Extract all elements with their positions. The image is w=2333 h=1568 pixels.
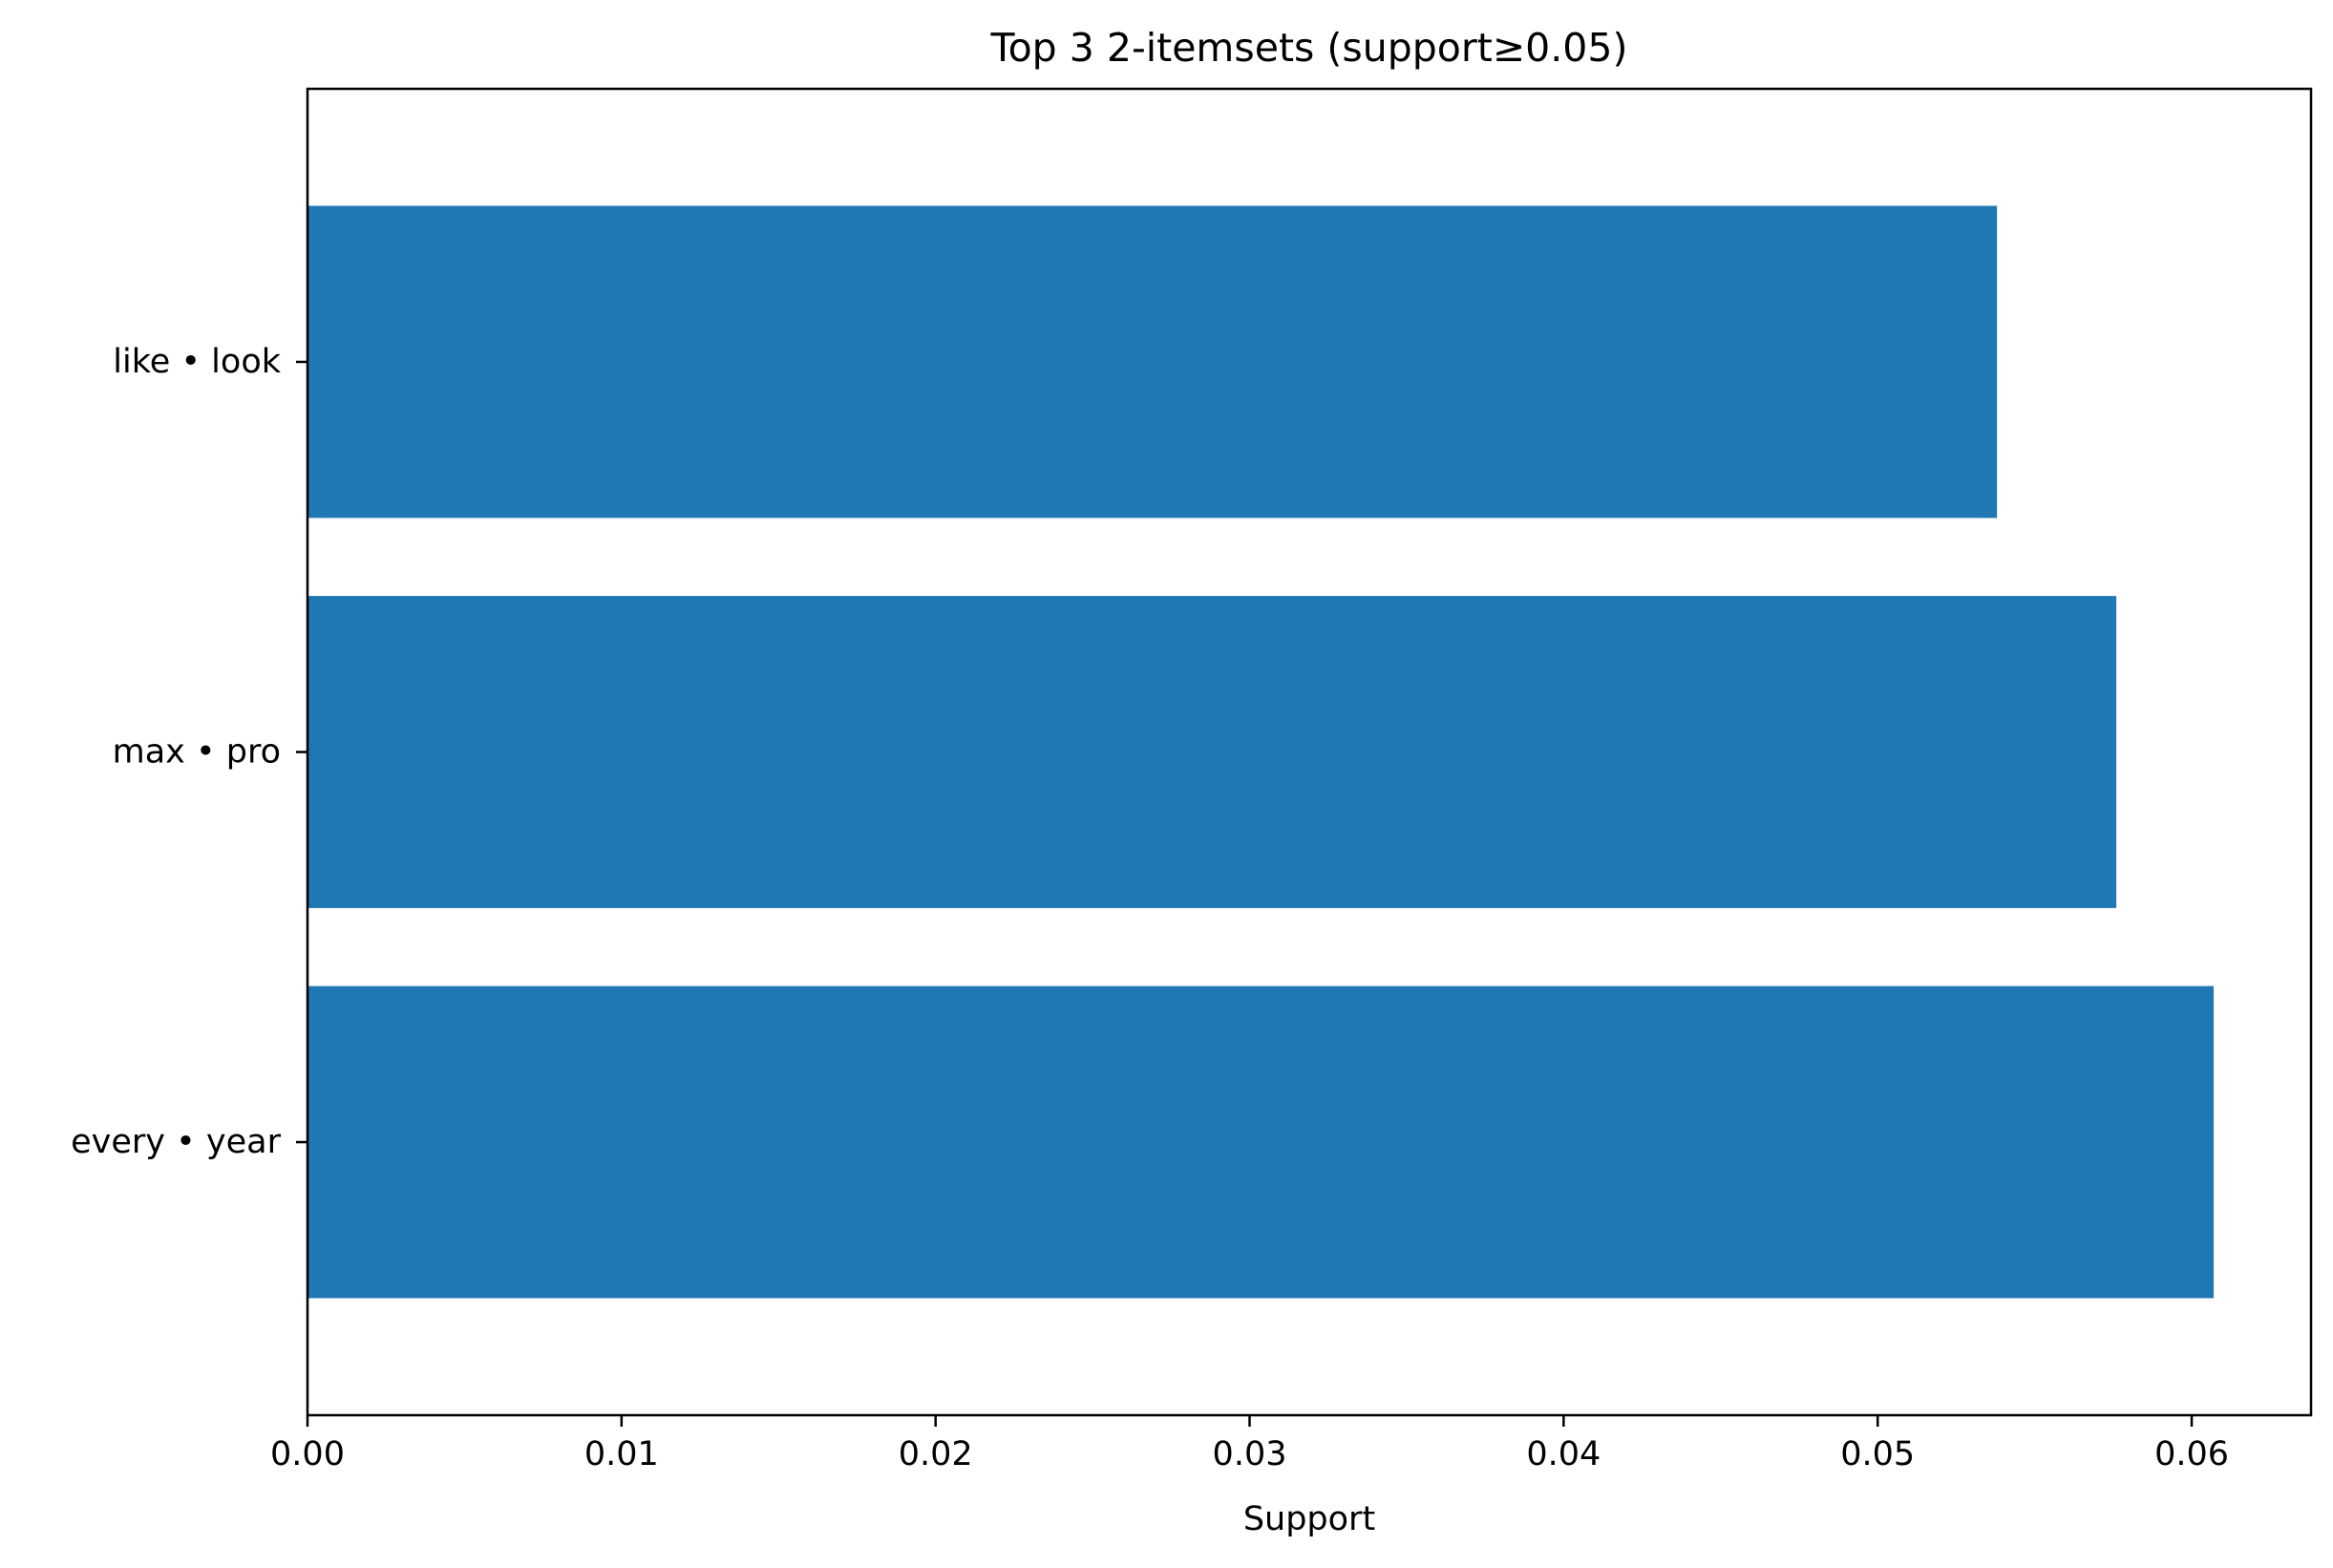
y-tick-label: like • look bbox=[113, 343, 281, 381]
y-tick-label: every • year bbox=[71, 1123, 281, 1161]
chart-title: Top 3 2-itemsets (support≥0.05) bbox=[990, 25, 1628, 71]
x-tick-label: 0.05 bbox=[1840, 1435, 1915, 1473]
x-tick-label: 0.06 bbox=[2154, 1435, 2229, 1473]
x-axis: 0.00 0.01 0.02 0.03 0.04 0.05 0.06 bbox=[270, 1415, 2229, 1473]
x-axis-label: Support bbox=[1243, 1500, 1375, 1538]
x-tick-label: 0.04 bbox=[1526, 1435, 1601, 1473]
x-tick-label: 0.02 bbox=[899, 1435, 973, 1473]
x-tick-label: 0.01 bbox=[584, 1435, 659, 1473]
bar-1 bbox=[308, 596, 2117, 908]
plot-frame bbox=[306, 87, 2313, 1417]
bar-2 bbox=[308, 205, 1998, 519]
y-tick-label: max • pro bbox=[113, 733, 281, 772]
x-tick-label: 0.03 bbox=[1213, 1435, 1287, 1473]
bars-layer bbox=[308, 205, 2215, 1299]
x-tick-label: 0.00 bbox=[270, 1435, 345, 1473]
y-axis: every • year max • pro like • look bbox=[71, 343, 308, 1161]
bar-0 bbox=[308, 985, 2215, 1299]
